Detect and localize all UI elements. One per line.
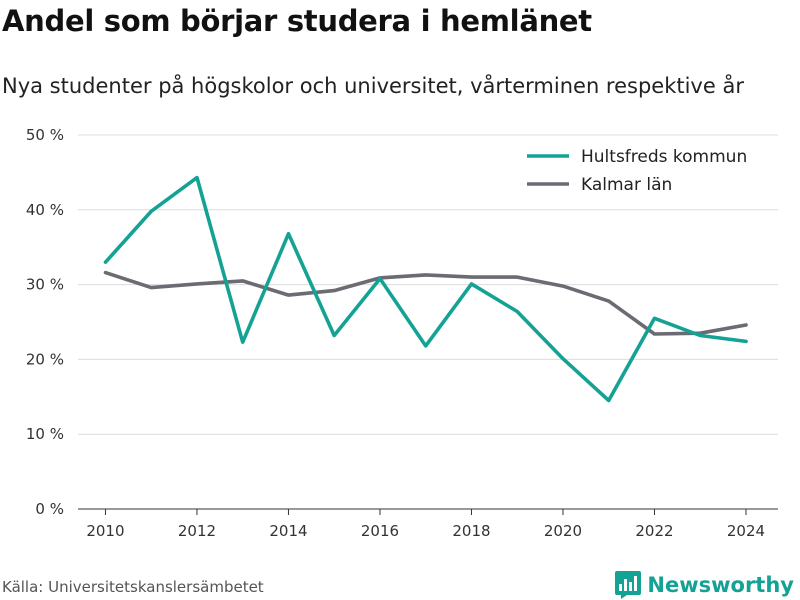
series-line-hultsfreds-kommun — [103, 175, 748, 403]
legend-label: Kalmar län — [581, 175, 672, 195]
y-tick-label: 0 % — [35, 500, 64, 518]
source-note: Källa: Universitetskanslersämbetet — [2, 578, 264, 596]
newsworthy-logo-icon — [615, 571, 642, 599]
x-tick-label: 2014 — [269, 522, 307, 540]
legend-label: Hultsfreds kommun — [581, 147, 747, 167]
x-tick-label: 2020 — [544, 522, 582, 540]
y-tick-label: 30 % — [26, 276, 64, 294]
y-tick-label: 40 % — [26, 201, 64, 219]
y-tick-label: 50 % — [26, 126, 64, 144]
brand-name: Newsworthy — [647, 573, 794, 597]
series-line-kalmar-län — [103, 270, 748, 336]
y-tick-label: 20 % — [26, 350, 64, 368]
brand-logo: Newsworthy — [615, 570, 794, 600]
x-tick-label: 2012 — [178, 522, 216, 540]
chart-title: Andel som börjar studera i hemlänet — [2, 4, 592, 38]
chart-subtitle: Nya studenter på högskolor och universit… — [2, 74, 744, 98]
x-tick-label: 2018 — [452, 522, 490, 540]
x-tick-label: 2016 — [361, 522, 399, 540]
x-tick-label: 2022 — [635, 522, 673, 540]
x-tick-label: 2010 — [86, 522, 124, 540]
y-tick-label: 10 % — [26, 425, 64, 443]
x-tick-label: 2024 — [727, 522, 765, 540]
